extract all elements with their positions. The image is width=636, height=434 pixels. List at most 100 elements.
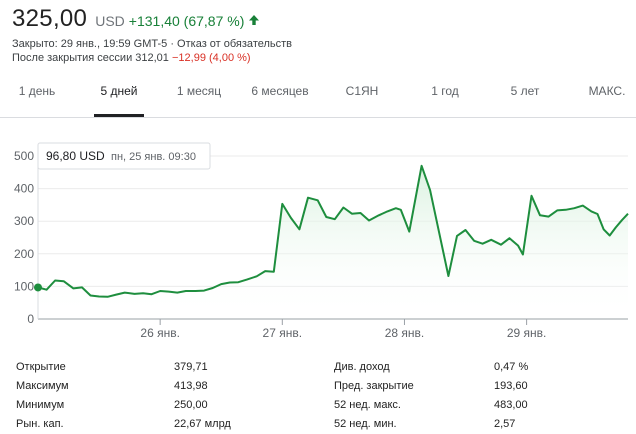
data-point xyxy=(530,195,532,197)
data-point xyxy=(63,280,65,282)
tab-1-year[interactable]: 1 год xyxy=(431,84,459,98)
data-point xyxy=(547,215,549,217)
data-point xyxy=(481,243,483,245)
data-point xyxy=(351,213,353,215)
stat-label-52w-high: 52 нед. макс. xyxy=(334,399,401,411)
price-chart[interactable]: 0 100 200 300 400 500 26 янв. 27 янв. 28 янв. 29… xyxy=(0,135,636,345)
price-series-line xyxy=(37,164,629,298)
data-point xyxy=(596,213,598,215)
active-tab-indicator xyxy=(94,114,144,117)
y-tick-label: 300 xyxy=(14,214,34,228)
data-point xyxy=(473,240,475,242)
x-tick-label: 29 янв. xyxy=(507,326,547,340)
data-point xyxy=(602,228,604,230)
data-point xyxy=(359,212,361,214)
stat-value-52w-high: 483,00 xyxy=(494,399,528,411)
data-point xyxy=(89,294,91,296)
data-point xyxy=(508,237,510,239)
data-point xyxy=(627,213,629,215)
data-point xyxy=(386,210,388,212)
data-point xyxy=(98,295,100,297)
x-tick-label: 28 янв. xyxy=(385,326,425,340)
data-point xyxy=(447,275,449,277)
data-point xyxy=(522,253,524,255)
stat-label-high: Максимум xyxy=(16,380,69,392)
tooltip-marker xyxy=(34,283,42,292)
data-point xyxy=(273,271,275,273)
tooltip-value: 96,80 USD xyxy=(46,149,105,163)
data-point xyxy=(395,207,397,209)
data-point xyxy=(490,239,492,241)
data-point xyxy=(464,229,466,231)
stat-label-market-cap: Рын. кап. xyxy=(16,418,64,430)
data-point xyxy=(72,287,74,289)
currency-label: USD xyxy=(95,13,125,29)
data-point xyxy=(185,290,187,292)
y-tick-label: 100 xyxy=(14,279,34,293)
data-point xyxy=(264,270,266,272)
tab-max[interactable]: МАКС. xyxy=(588,84,626,98)
stat-value-open: 379,71 xyxy=(174,361,208,373)
data-point xyxy=(325,216,327,218)
data-point xyxy=(159,290,161,292)
data-point xyxy=(168,290,170,292)
data-point xyxy=(298,228,300,230)
data-point xyxy=(237,281,239,283)
data-point xyxy=(290,217,292,219)
tab-1-month[interactable]: 1 месяц xyxy=(176,84,222,98)
data-point xyxy=(246,278,248,280)
price-area-fill xyxy=(38,165,628,319)
data-point xyxy=(124,291,126,293)
data-point xyxy=(81,286,83,288)
data-point xyxy=(609,234,611,236)
stat-value-52w-low: 2,57 xyxy=(494,418,516,430)
data-point xyxy=(539,214,541,216)
after-hours-change: −12,99 (4,00 %) xyxy=(171,52,251,64)
data-point xyxy=(229,281,231,283)
tab-1-day[interactable]: 1 день xyxy=(18,84,56,98)
tab-6-months[interactable]: 6 месяцев xyxy=(251,84,309,98)
price-change: +131,40 (67,87 %) xyxy=(128,13,245,29)
tab-5-years[interactable]: 5 лет xyxy=(510,84,540,98)
data-point xyxy=(133,293,135,295)
tooltip-date: пн, 25 янв. 09:30 xyxy=(111,151,196,163)
data-point xyxy=(400,209,402,211)
data-point xyxy=(556,209,558,211)
data-point xyxy=(176,291,178,293)
price-header: 325,00 USD +131,40 (67,87 %) xyxy=(12,5,260,33)
tab-5-days[interactable]: 5 дней xyxy=(94,78,144,118)
after-hours-info: После закрытия сессии 312,01 −12,99 (4,0… xyxy=(12,52,251,64)
data-point xyxy=(54,279,56,281)
data-point xyxy=(106,296,108,298)
tooltip: 96,80 USD пн, 25 янв. 09:30 xyxy=(37,142,211,170)
up-arrow-icon xyxy=(249,15,260,25)
stat-label-dividend: Див. доход xyxy=(334,361,390,373)
data-point xyxy=(582,204,584,206)
range-tabs: 1 день 5 дней 1 месяц 6 месяцев С1ЯН 1 г… xyxy=(0,78,636,118)
data-point xyxy=(212,287,214,289)
data-point xyxy=(281,203,283,205)
data-point xyxy=(621,219,623,221)
data-point xyxy=(456,235,458,237)
data-point xyxy=(256,275,258,277)
data-point xyxy=(420,165,422,167)
y-tick-label: 200 xyxy=(14,247,34,261)
data-point xyxy=(115,293,117,295)
data-point xyxy=(334,218,336,220)
data-point xyxy=(408,230,410,232)
data-point xyxy=(500,244,502,246)
stat-label-open: Открытие xyxy=(16,361,66,373)
closed-info: Закрыто: 29 янв., 19:59 GMT-5 · Отказ от… xyxy=(12,38,293,50)
data-point xyxy=(342,206,344,208)
tab-ytd[interactable]: С1ЯН xyxy=(345,84,379,98)
data-point xyxy=(220,283,222,285)
current-price: 325,00 xyxy=(12,5,88,32)
data-point xyxy=(615,226,617,228)
stat-label-prev-close: Пред. закрытие xyxy=(334,380,414,392)
x-tick-label: 26 янв. xyxy=(140,326,180,340)
stat-value-high: 413,98 xyxy=(174,380,208,392)
stat-value-market-cap: 22,67 млрд xyxy=(174,418,231,430)
data-point xyxy=(573,207,575,209)
data-point xyxy=(429,189,431,191)
data-point xyxy=(194,290,196,292)
